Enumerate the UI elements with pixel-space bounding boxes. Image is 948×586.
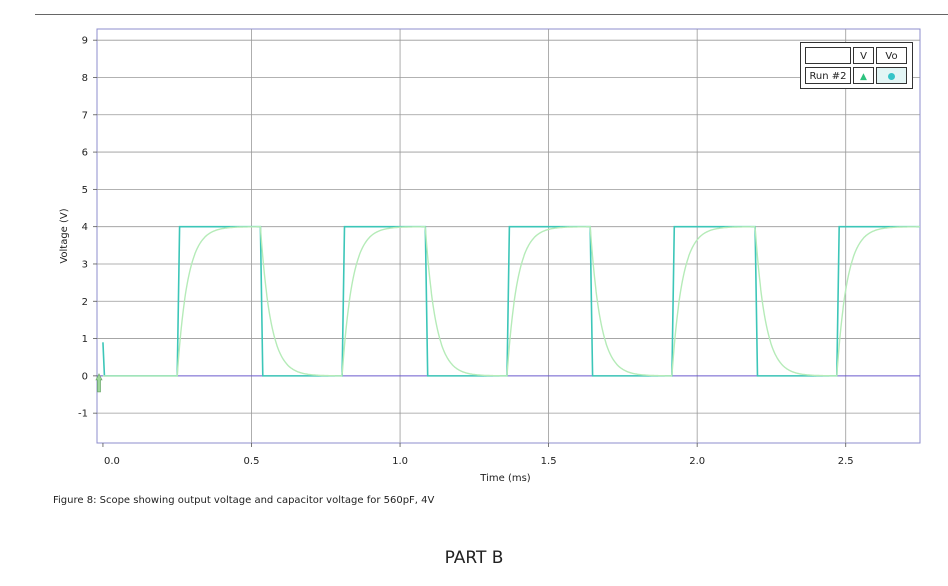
series-v-line[interactable] <box>102 226 920 377</box>
legend-run-label: Run #2 <box>805 67 851 84</box>
section-heading: PART B <box>444 548 504 568</box>
scope-chart[interactable]: -1 0 1 2 3 4 5 6 7 8 9 0.0 0.5 1.0 1.5 2.0 2.5 Time (ms) V… <box>0 0 948 500</box>
legend-v-marker[interactable]: ▲ <box>853 67 874 84</box>
y-tick-label: 0 <box>82 371 88 382</box>
y-axis-label: Voltage (V) <box>59 208 70 263</box>
cursor-marker-icon[interactable] <box>95 373 103 393</box>
y-tick-label: 5 <box>82 185 88 196</box>
x-tick-label: 1.0 <box>392 456 408 467</box>
x-tick-label: 2.5 <box>838 456 854 467</box>
legend-vo-marker[interactable] <box>876 67 907 84</box>
x-axis-label: Time (ms) <box>479 473 531 484</box>
x-tick-label: 1.5 <box>541 456 557 467</box>
y-tick-label: -1 <box>78 409 88 420</box>
legend-header-empty <box>805 47 851 64</box>
y-tick-label: 2 <box>82 297 88 308</box>
y-tick-label: 9 <box>82 36 88 47</box>
y-tick-label: 7 <box>82 110 88 121</box>
x-tick-label: 0.0 <box>104 456 120 467</box>
legend-col-vo: Vo <box>876 47 907 64</box>
dot-icon <box>888 72 895 80</box>
legend: V Vo Run #2 ▲ <box>800 42 913 89</box>
x-tick-label: 0.5 <box>244 456 260 467</box>
y-tick-label: 1 <box>82 334 88 345</box>
y-tick-label: 6 <box>82 148 88 159</box>
x-tick-label: 2.0 <box>689 456 705 467</box>
figure-caption: Figure 8: Scope showing output voltage a… <box>53 495 435 506</box>
y-tick-label: 4 <box>82 222 88 233</box>
y-tick-label: 8 <box>82 73 88 84</box>
top-rule <box>35 14 948 15</box>
y-tick-label: 3 <box>82 259 88 270</box>
triangle-icon: ▲ <box>860 72 867 82</box>
legend-col-v: V <box>853 47 874 64</box>
